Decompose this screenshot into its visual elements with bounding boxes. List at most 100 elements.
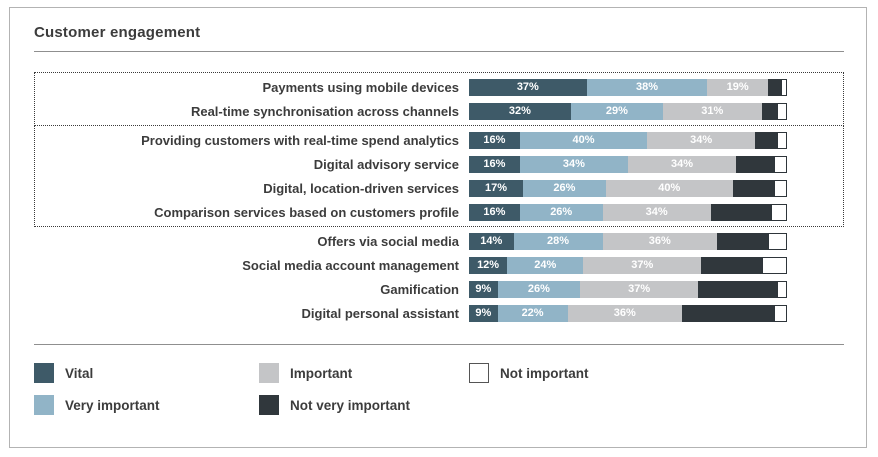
segment-value-label: 12% (477, 259, 500, 271)
segment-value-label: 40% (572, 134, 595, 146)
legend-label: Not important (500, 365, 589, 381)
bar-segment-vital: 12% (469, 256, 508, 274)
category-label: Real-time synchronisation across channel… (190, 103, 459, 119)
bar-segment-not-important (777, 280, 787, 298)
segment-value-label: 19% (726, 81, 749, 93)
stacked-bar: 9% 22% 36% (469, 304, 787, 322)
bar-segment-important: 19% (707, 78, 768, 96)
bar-segment-very-important: 28% (513, 232, 603, 250)
stacked-bar: 12% 24% 37% (469, 256, 787, 274)
page-title: Customer engagement (34, 24, 201, 41)
chart-row: Digital advisory service 16% 34% 34% (39, 152, 839, 176)
legend-label: Not very important (290, 397, 411, 413)
legend-label: Very important (65, 397, 160, 413)
bar-segment-very-important: 26% (497, 280, 581, 298)
chart-row: Offers via social media 14% 28% 36% (39, 229, 839, 253)
segment-value-label: 9% (475, 283, 492, 295)
segment-value-label: 28% (547, 235, 570, 247)
bar-segment-important: 37% (580, 280, 698, 298)
bar-segment-important: 36% (602, 232, 718, 250)
bar-segment-not-important (774, 155, 787, 173)
stacked-bar: 16% 26% 34% (469, 203, 787, 221)
bar-segment-not-very-important (682, 304, 775, 322)
segment-value-label: 17% (485, 182, 508, 194)
bar-segment-important: 37% (583, 256, 702, 274)
bar-segment-vital: 16% (469, 203, 520, 221)
bar-segment-not-very-important (701, 256, 762, 274)
chart-row-group: Offers via social media 14% 28% 36% Social m… (34, 226, 844, 328)
stacked-bar: 16% 34% 34% (469, 155, 787, 173)
segment-value-label: 24% (534, 259, 557, 271)
chart-groups: Payments using mobile devices 37% 38% 19% Re… (34, 72, 844, 328)
legend-label: Important (290, 365, 353, 381)
bar-segment-not-important (774, 179, 787, 197)
bar-segment-not-very-important (717, 232, 768, 250)
category-label: Offers via social media (317, 233, 459, 249)
bar-segment-not-important (780, 78, 787, 96)
bar-segment-very-important: 26% (519, 203, 603, 221)
segment-value-label: 40% (658, 182, 681, 194)
bar-segment-very-important: 26% (523, 179, 606, 197)
category-label: Comparison services based on customers p… (154, 204, 459, 220)
chart-row: Providing customers with real-time spend… (39, 128, 839, 152)
bar-segment-not-important (777, 102, 787, 120)
bar-segment-very-important: 38% (586, 78, 708, 96)
bar-segment-vital: 17% (469, 179, 524, 197)
bar-segment-vital: 9% (469, 304, 498, 322)
bar-segment-vital: 37% (469, 78, 587, 96)
category-label: Gamification (380, 281, 459, 297)
chart-row: Digital personal assistant 9% 22% 36% (39, 301, 839, 325)
bar-segment-very-important: 40% (519, 131, 648, 149)
legend-item-vital: Vital (34, 363, 259, 383)
segment-value-label: 32% (508, 105, 531, 117)
bar-segment-important: 34% (602, 203, 711, 221)
category-label: Digital advisory service (313, 156, 459, 172)
category-label: Digital, location-driven services (263, 180, 459, 196)
bar-segment-not-important (774, 304, 787, 322)
stacked-bar: 37% 38% 19% (469, 78, 787, 96)
segment-value-label: 37% (628, 283, 651, 295)
stacked-bar-chart: Payments using mobile devices 37% 38% 19% Re… (34, 72, 844, 328)
category-label: Social media account management (242, 257, 459, 273)
segment-value-label: 34% (562, 158, 585, 170)
segment-value-label: 26% (550, 206, 573, 218)
category-label: Payments using mobile devices (262, 79, 459, 95)
legend-swatch-very-important (34, 395, 54, 415)
legend: Vital Important Not important Very importan… (34, 344, 844, 415)
bar-segment-vital: 16% (469, 131, 520, 149)
bar-segment-important: 40% (605, 179, 733, 197)
stacked-bar: 32% 29% 31% (469, 102, 787, 120)
segment-value-label: 9% (475, 307, 492, 319)
bar-segment-very-important: 34% (519, 155, 628, 173)
chart-row-group: Payments using mobile devices 37% 38% 19% Re… (34, 72, 844, 126)
stacked-bar: 16% 40% 34% (469, 131, 787, 149)
legend-swatch-vital (34, 363, 54, 383)
bar-segment-vital: 9% (469, 280, 498, 298)
segment-value-label: 31% (701, 105, 724, 117)
segment-value-label: 16% (483, 134, 506, 146)
bar-segment-vital: 16% (469, 155, 520, 173)
category-label: Providing customers with real-time spend… (141, 132, 459, 148)
segment-value-label: 38% (636, 81, 659, 93)
bar-segment-very-important: 24% (507, 256, 584, 274)
customer-engagement-panel: Customer engagement Payments using mobil… (9, 7, 867, 448)
bar-segment-vital: 32% (469, 102, 571, 120)
bar-segment-not-very-important (761, 102, 778, 120)
segment-value-label: 34% (671, 158, 694, 170)
chart-row: Social media account management 12% 24% 37% (39, 253, 839, 277)
bar-segment-important: 31% (662, 102, 762, 120)
legend-item-not-important: Not important (469, 363, 844, 383)
bar-segment-important: 34% (627, 155, 737, 173)
segment-value-label: 37% (631, 259, 654, 271)
legend-swatch-not-important (469, 363, 489, 383)
legend-swatch-important (259, 363, 279, 383)
segment-value-label: 36% (648, 235, 671, 247)
bar-segment-not-important (767, 232, 787, 250)
segment-value-label: 14% (480, 235, 503, 247)
segment-value-label: 29% (605, 105, 628, 117)
bar-segment-not-very-important (710, 203, 772, 221)
segment-value-label: 34% (690, 134, 713, 146)
bar-segment-not-important (771, 203, 787, 221)
bar-segment-not-very-important (732, 179, 775, 197)
bar-segment-very-important: 29% (570, 102, 663, 120)
